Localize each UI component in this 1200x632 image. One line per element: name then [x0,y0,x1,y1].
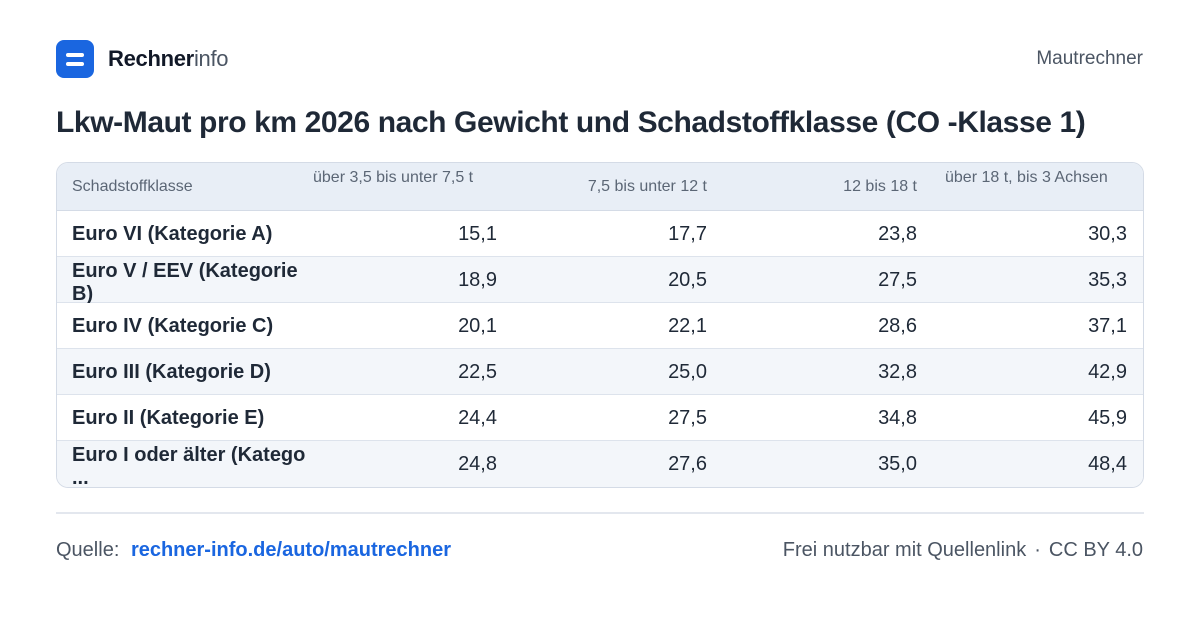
row-label: Euro V / EEV (Kategorie B) [72,260,298,303]
logo-icon [56,40,94,78]
cell-value: 27,6 [668,452,707,475]
brand[interactable]: Rechnerinfo [56,40,229,78]
cell-value: 25,0 [668,360,707,383]
table-row: Euro III (Kategorie D) 22,5 25,0 32,8 42… [57,349,1143,395]
nav-link-mautrechner[interactable]: Mautrechner [1036,48,1143,69]
source-label: Quelle: [56,539,120,561]
cell-value: 17,7 [668,222,707,245]
brand-name-light: info [193,46,229,71]
table-row: Euro II (Kategorie E) 24,4 27,5 34,8 45,… [57,395,1143,441]
column-header-emission-class: Schadstoffklasse [72,177,193,195]
cell-value: 28,6 [878,314,917,337]
separator-dot: · [1034,539,1041,561]
row-label: Euro I oder älter (Katego ... [72,444,306,487]
footer-divider [56,512,1144,514]
cell-value: 22,5 [458,360,497,383]
cell-value: 24,8 [458,452,497,475]
brand-name: Rechnerinfo [108,46,229,72]
row-label: Euro VI (Kategorie A) [72,222,273,245]
cell-value: 20,5 [668,268,707,291]
license-badge: CC BY 4.0 [1048,539,1143,561]
cell-value: 32,8 [878,360,917,383]
cell-value: 35,0 [878,452,917,475]
row-label: Euro II (Kategorie E) [72,406,265,429]
cell-value: 24,4 [458,406,497,429]
license-text: Frei nutzbar mit Quellenlink [782,539,1027,561]
cell-value: 27,5 [668,406,707,429]
column-header-12-to-18t: 12 bis 18 t [843,177,917,195]
brand-name-bold: Rechner [108,46,194,71]
column-header-over-18t: über 18 t, bis 3 Achsen [945,169,1108,186]
cell-value: 45,9 [1088,406,1127,429]
table-row: Euro VI (Kategorie A) 15,1 17,7 23,8 30,… [57,211,1143,257]
column-header-7-5-to-12t: 7,5 bis unter 12 t [587,177,707,195]
cell-value: 34,8 [878,406,917,429]
license-line: Frei nutzbar mit Quellenlink · CC BY 4.0 [783,539,1143,562]
cell-value: 35,3 [1088,268,1127,291]
column-header-3-5-to-7-5t: über 3,5 bis unter 7,5 t [313,169,474,186]
source-link[interactable]: rechner-info.de/auto/mautrechner [130,539,451,561]
cell-value: 20,1 [458,314,497,337]
page-title: Lkw-Maut pro km 2026 nach Gewicht und Sc… [56,106,1086,139]
table-row: Euro I oder älter (Katego ... 24,8 27,6 … [57,441,1143,487]
cell-value: 23,8 [878,222,917,245]
cell-value: 15,1 [458,222,497,245]
cell-value: 42,9 [1088,360,1127,383]
cell-value: 48,4 [1088,452,1127,475]
table-row: Euro V / EEV (Kategorie B) 18,9 20,5 27,… [57,257,1143,303]
cell-value: 22,1 [668,314,707,337]
toll-table: Schadstoffklasse über 3,5 bis unter 7,5 … [56,162,1144,488]
source-line: Quelle: rechner-info.de/auto/mautrechner [56,539,451,562]
table-row: Euro IV (Kategorie C) 20,1 22,1 28,6 37,… [57,303,1143,349]
table-header: Schadstoffklasse über 3,5 bis unter 7,5 … [57,163,1143,211]
cell-value: 30,3 [1088,222,1127,245]
row-label: Euro III (Kategorie D) [72,360,271,383]
row-label: Euro IV (Kategorie C) [72,314,274,337]
cell-value: 27,5 [878,268,917,291]
cell-value: 37,1 [1088,314,1127,337]
cell-value: 18,9 [458,268,497,291]
